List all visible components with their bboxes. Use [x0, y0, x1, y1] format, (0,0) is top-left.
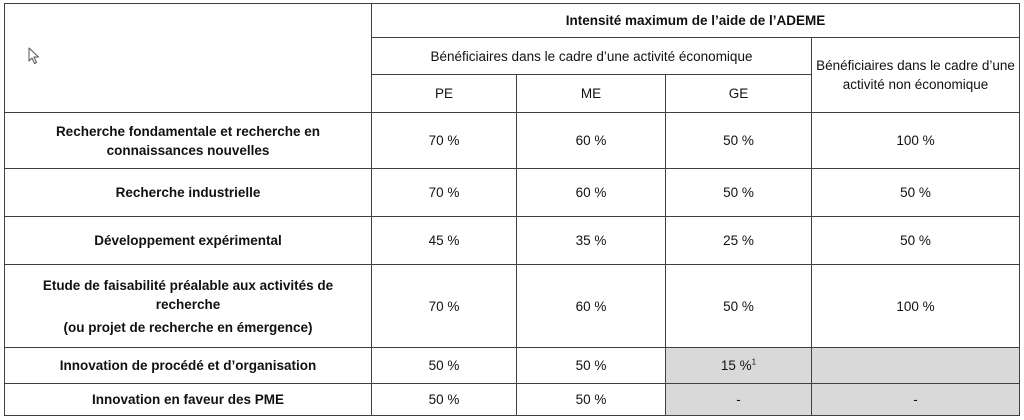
cell-non-economic: 100 % [810, 112, 1021, 169]
cell-pe: 50 % [371, 383, 517, 416]
row-label-line: Etude de faisabilité préalable aux activ… [42, 277, 334, 312]
table-row: Etude de faisabilité préalable aux activ… [4, 264, 1021, 348]
economic-activity-header: Bénéficiaires dans le cadre d’une activi… [371, 37, 812, 75]
empty-corner-cell [4, 3, 372, 113]
cell-non-economic: 100 % [810, 264, 1021, 348]
mouse-pointer-icon [28, 47, 39, 64]
table-row: Innovation de procédé et d’organisation … [4, 347, 1021, 384]
row-label: Etude de faisabilité préalable aux activ… [4, 264, 372, 348]
table-title: Intensité maximum de l’aide de l’ADEME [370, 3, 1021, 38]
cell-ge: 25 % [665, 216, 812, 265]
row-label: Recherche industrielle [4, 168, 372, 217]
cell-me: 50 % [516, 383, 666, 416]
cell-me: 60 % [516, 168, 666, 217]
header-me: ME [516, 74, 666, 113]
cell-me: 50 % [516, 347, 666, 384]
cell-pe: 70 % [371, 264, 517, 348]
table-row: Recherche industrielle 70 % 60 % 50 % 50… [4, 168, 1021, 217]
cell-ge: 50 % [665, 168, 812, 217]
header-ge: GE [665, 74, 812, 113]
row-label-subline: (ou projet de recherche en émergence) [63, 319, 313, 335]
cell-me: 35 % [516, 216, 666, 265]
cell-pe: 70 % [371, 168, 517, 217]
cell-pe: 70 % [371, 112, 517, 169]
cell-ge: 50 % [665, 264, 812, 348]
row-label: Recherche fondamentale et recherche en c… [4, 112, 372, 169]
cell-non-economic: 50 % [810, 216, 1021, 265]
footnote-marker: 1 [751, 357, 757, 367]
cell-ge: - [665, 383, 812, 416]
table-row: Développement expérimental 45 % 35 % 25 … [4, 216, 1021, 265]
cell-non-economic: 50 % [810, 168, 1021, 217]
row-label: Innovation de procédé et d’organisation [4, 347, 372, 384]
header-pe: PE [371, 74, 517, 113]
cell-me: 60 % [516, 112, 666, 169]
cell-pe: 50 % [371, 347, 517, 384]
cell-me: 60 % [516, 264, 666, 348]
cell-ge-value: 15 % [720, 358, 752, 373]
cell-ge: 50 % [665, 112, 812, 169]
cell-non-economic: - [810, 383, 1021, 416]
row-label: Développement expérimental [4, 216, 372, 265]
table-row: Recherche fondamentale et recherche en c… [4, 112, 1021, 169]
cell-non-economic [810, 347, 1021, 384]
cell-ge: 15 %1 [665, 347, 812, 384]
table-row: Innovation en faveur des PME 50 % 50 % -… [4, 383, 1021, 416]
aid-intensity-table: Intensité maximum de l’aide de l’ADEME B… [4, 3, 1021, 416]
non-economic-activity-header: Bénéficiaires dans le cadre d’une activi… [810, 37, 1021, 113]
cell-pe: 45 % [371, 216, 517, 265]
row-label: Innovation en faveur des PME [4, 383, 372, 416]
